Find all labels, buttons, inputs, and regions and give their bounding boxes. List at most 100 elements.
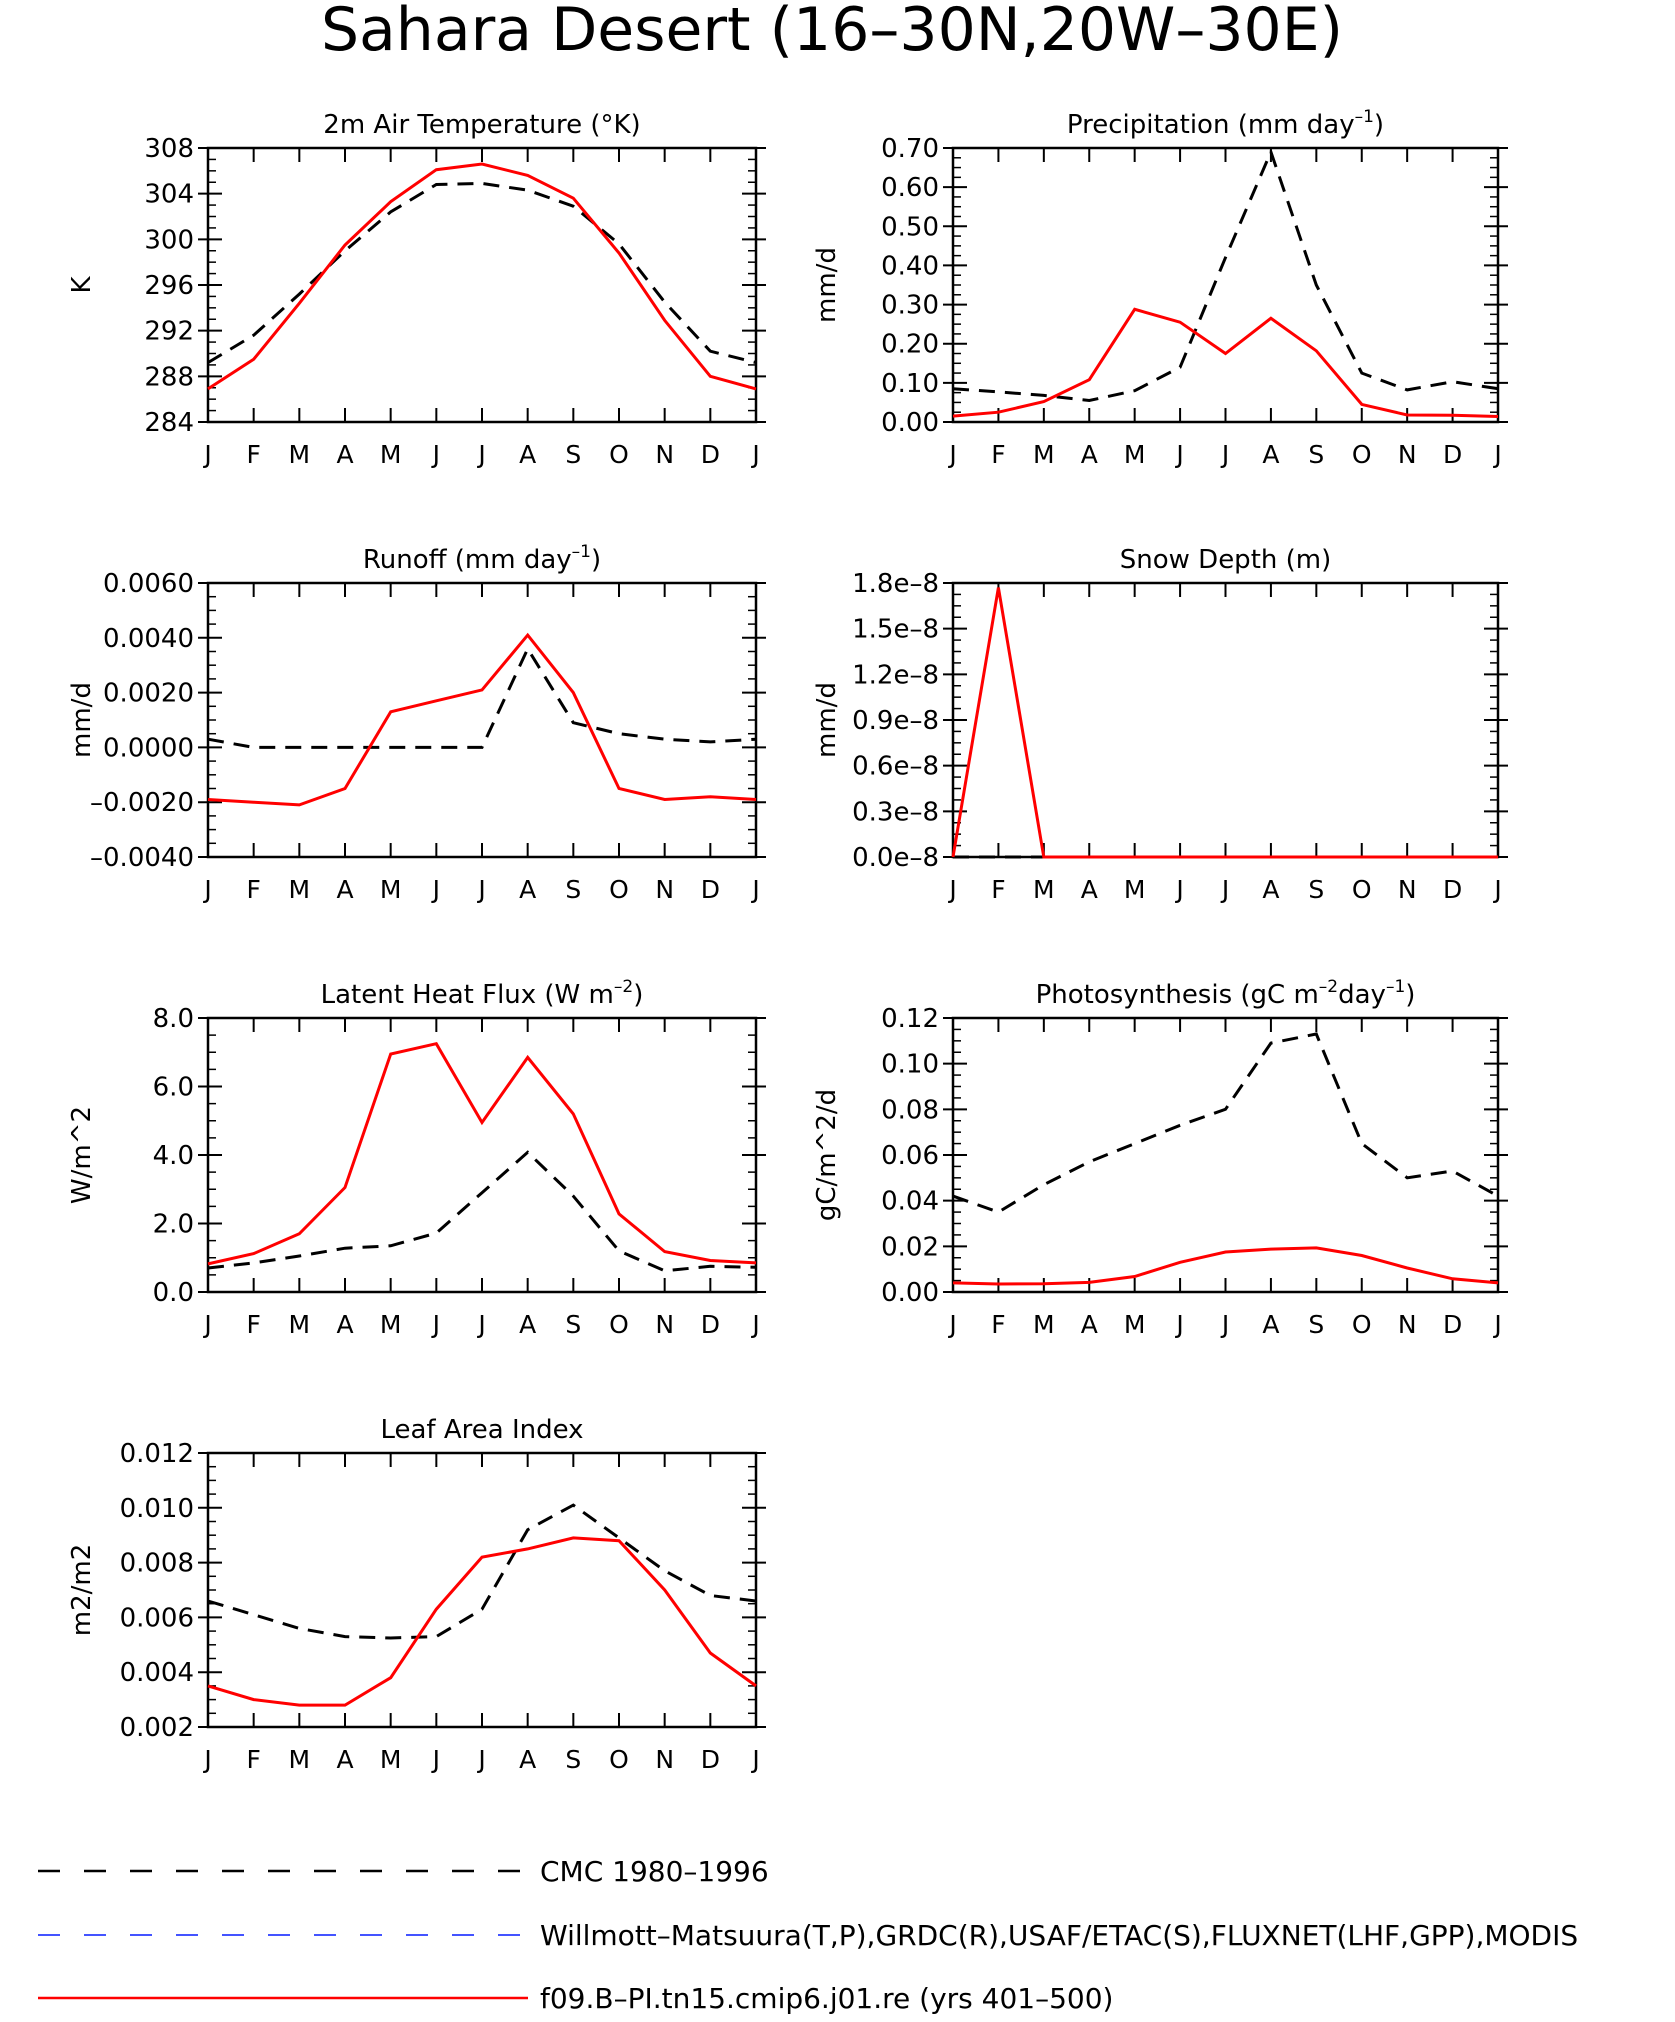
y-tick-label: 284 xyxy=(144,408,194,438)
y-tick-label: 0.00 xyxy=(881,408,939,438)
panel-6: J F M A M J J A S O N D J0.000.020.040.060.080.100.1… xyxy=(812,977,1508,1339)
plot-frame xyxy=(206,1016,758,1294)
x-tick-label: J xyxy=(1174,440,1183,469)
legend-label-obs: Willmott–Matsuura(T,P),GRDC(R),USAF/ETAC… xyxy=(540,1919,1578,1952)
legend-label-model: f09.B–PI.tn15.cmip6.j01.re (yrs 401–500) xyxy=(540,1982,1113,2015)
x-tick-label: M xyxy=(1033,440,1055,469)
x-tick-label: F xyxy=(246,1310,260,1339)
x-tick-label: M xyxy=(1033,875,1055,904)
x-tick-label: J xyxy=(476,1745,485,1774)
y-tick-label: 0.9e–8 xyxy=(852,706,939,736)
x-tick-label: J xyxy=(1220,1310,1229,1339)
x-tick-label: J xyxy=(750,1745,759,1774)
x-tick-label: J xyxy=(476,440,485,469)
x-tick-label: J xyxy=(202,440,211,469)
x-tick-label: N xyxy=(655,1310,674,1339)
x-tick-label: F xyxy=(991,875,1005,904)
y-tick-label: 0.30 xyxy=(881,291,939,321)
x-tick-label: N xyxy=(1398,875,1417,904)
x-tick-label: J xyxy=(1492,875,1501,904)
x-tick-label: O xyxy=(609,1745,629,1774)
series-line-cmc xyxy=(952,147,1499,403)
x-tick-label: A xyxy=(519,440,536,469)
y-axis-label: m2/m2 xyxy=(67,1544,97,1637)
panel-7: J F M A M J J A S O N D J0.0020.0040.0060.0080.0100.… xyxy=(67,1415,766,1774)
x-tick-label: S xyxy=(565,1310,581,1339)
y-tick-label: 1.8e–8 xyxy=(852,569,939,599)
panel-title: Photosynthesis (gC m–2day–1) xyxy=(1036,977,1416,1010)
x-tick-label: N xyxy=(655,875,674,904)
x-tick-label: D xyxy=(701,440,720,469)
y-tick-label: 0.60 xyxy=(881,173,939,203)
plot-frame xyxy=(206,1451,758,1729)
y-tick-label: 308 xyxy=(144,134,194,164)
x-tick-label: J xyxy=(1492,440,1501,469)
panel-title: Runoff (mm day–1) xyxy=(363,542,601,575)
x-tick-label: N xyxy=(655,440,674,469)
x-tick-label: F xyxy=(246,875,260,904)
y-tick-label: 304 xyxy=(144,180,194,210)
y-tick-label: 0.0000 xyxy=(103,733,194,763)
plot-frame xyxy=(206,581,758,859)
x-tick-label: N xyxy=(1398,1310,1417,1339)
x-tick-label: A xyxy=(336,440,353,469)
x-tick-label: J xyxy=(1174,875,1183,904)
legend: CMC 1980–1996 Willmott–Matsuura(T,P),GRDC… xyxy=(38,1855,1578,2015)
series-line-model xyxy=(952,307,1499,418)
y-tick-label: 0.004 xyxy=(120,1658,194,1688)
series-line-cmc xyxy=(207,1503,757,1640)
x-tick-label: J xyxy=(202,875,211,904)
x-tick-label: A xyxy=(1262,1310,1279,1339)
x-tick-label: J xyxy=(431,1745,440,1774)
x-tick-label: F xyxy=(991,1310,1005,1339)
x-tick-label: J xyxy=(1174,1310,1183,1339)
y-tick-label: 0.08 xyxy=(881,1095,939,1125)
y-tick-label: 0.0060 xyxy=(103,569,194,599)
y-tick-label: 0.40 xyxy=(881,251,939,281)
y-axis-label: K xyxy=(67,276,97,294)
x-tick-label: M xyxy=(380,1310,402,1339)
y-tick-label: 0.0040 xyxy=(103,624,194,654)
y-tick-label: 0.12 xyxy=(881,1004,939,1034)
x-tick-label: J xyxy=(431,875,440,904)
y-tick-label: 6.0 xyxy=(153,1073,194,1103)
y-tick-label: 0.002 xyxy=(120,1713,194,1743)
x-tick-label: M xyxy=(1124,1310,1146,1339)
y-tick-label: 0.0 xyxy=(153,1278,194,1308)
x-tick-label: J xyxy=(947,440,956,469)
x-tick-label: A xyxy=(336,1310,353,1339)
y-axis-label: gC/m^2/d xyxy=(812,1089,842,1221)
plot-frame xyxy=(951,146,1500,424)
y-tick-label: 0.02 xyxy=(881,1232,939,1262)
x-tick-label: A xyxy=(519,875,536,904)
x-tick-label: O xyxy=(1352,440,1372,469)
x-tick-label: M xyxy=(380,440,402,469)
y-tick-label: 0.10 xyxy=(881,369,939,399)
x-tick-label: J xyxy=(202,1745,211,1774)
y-tick-label: 0.10 xyxy=(881,1050,939,1080)
x-tick-label: M xyxy=(380,1745,402,1774)
x-tick-label: O xyxy=(1352,1310,1372,1339)
x-tick-label: J xyxy=(431,1310,440,1339)
x-tick-label: O xyxy=(609,875,629,904)
panel-2: J F M A M J J A S O N D J0.000.100.200.300.400.500.6… xyxy=(812,107,1508,469)
y-tick-label: 0.0020 xyxy=(103,679,194,709)
series-line-cmc xyxy=(207,645,757,749)
x-tick-label: S xyxy=(1308,1310,1324,1339)
x-tick-label: M xyxy=(380,875,402,904)
x-tick-label: J xyxy=(1220,440,1229,469)
y-tick-label: 0.50 xyxy=(881,212,939,242)
x-tick-label: J xyxy=(202,1310,211,1339)
y-tick-label: 1.2e–8 xyxy=(852,660,939,690)
x-tick-label: M xyxy=(289,440,311,469)
x-tick-label: J xyxy=(947,1310,956,1339)
y-axis-label: mm/d xyxy=(67,682,97,758)
y-tick-label: 296 xyxy=(144,271,194,301)
y-tick-label: 0.0e–8 xyxy=(852,843,939,873)
x-tick-label: S xyxy=(1308,440,1324,469)
x-tick-label: M xyxy=(1033,1310,1055,1339)
x-tick-label: O xyxy=(1352,875,1372,904)
x-tick-label: J xyxy=(750,1310,759,1339)
x-tick-label: S xyxy=(565,440,581,469)
y-tick-label: 2.0 xyxy=(153,1210,194,1240)
